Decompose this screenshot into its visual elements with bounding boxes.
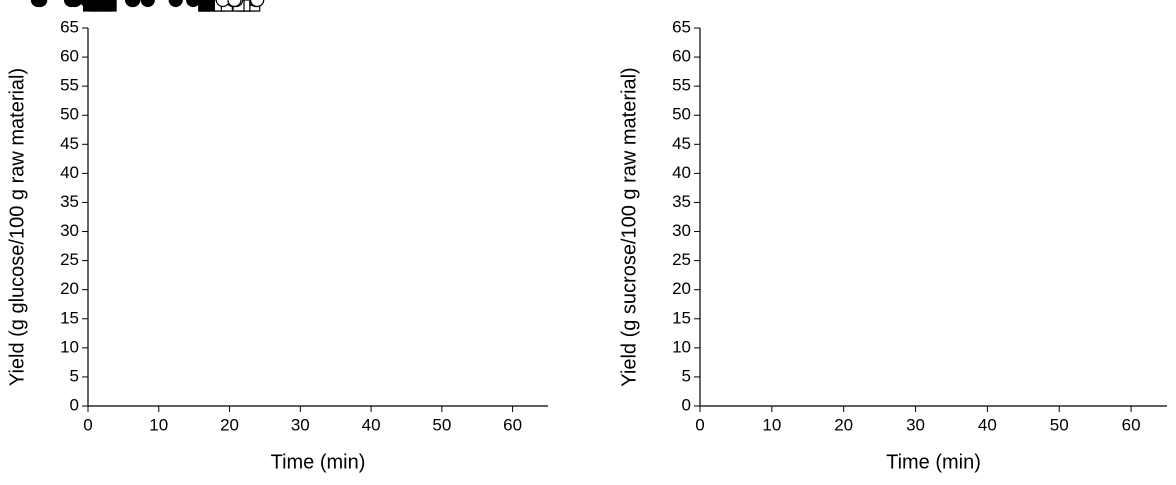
x-tick-label: 0 bbox=[83, 415, 92, 434]
point bbox=[82, 0, 96, 12]
y-tick-label: 55 bbox=[60, 76, 79, 95]
x-tick-label: 10 bbox=[762, 415, 781, 434]
point bbox=[140, 0, 155, 8]
x-tick-label: 30 bbox=[906, 415, 925, 434]
x-tick-label: 40 bbox=[362, 415, 381, 434]
point bbox=[30, 0, 45, 8]
y-tick-label: 60 bbox=[60, 47, 79, 66]
y-tick-label: 40 bbox=[672, 163, 691, 182]
point bbox=[68, 0, 83, 8]
y-tick-label: 65 bbox=[60, 17, 79, 36]
y-tick-label: 50 bbox=[60, 105, 79, 124]
point bbox=[168, 0, 183, 8]
y-tick-label: 30 bbox=[672, 221, 691, 240]
y-tick-label: 20 bbox=[60, 279, 79, 298]
x-tick-label: 60 bbox=[1122, 415, 1141, 434]
y-tick-label: 15 bbox=[672, 308, 691, 327]
point bbox=[126, 0, 141, 8]
y-axis-label: Yield (g sucrose/100 g raw material) bbox=[618, 67, 640, 386]
y-tick-label: 5 bbox=[682, 366, 691, 385]
y-tick-label: 65 bbox=[672, 17, 691, 36]
y-tick-label: 20 bbox=[672, 279, 691, 298]
y-tick-label: 50 bbox=[672, 105, 691, 124]
x-tick-label: 50 bbox=[432, 415, 451, 434]
y-tick-label: 40 bbox=[60, 163, 79, 182]
y-tick-label: 5 bbox=[70, 366, 79, 385]
point bbox=[186, 0, 201, 8]
y-tick-label: 30 bbox=[60, 221, 79, 240]
y-tick-label: 45 bbox=[672, 134, 691, 153]
x-tick-label: 40 bbox=[978, 415, 997, 434]
y-tick-label: 35 bbox=[60, 192, 79, 211]
x-tick-label: 50 bbox=[1050, 415, 1069, 434]
y-tick-label: 55 bbox=[672, 76, 691, 95]
y-tick-label: 35 bbox=[672, 192, 691, 211]
x-tick-label: 20 bbox=[220, 415, 239, 434]
y-tick-label: 0 bbox=[70, 395, 79, 414]
y-tick-label: 25 bbox=[60, 250, 79, 269]
point bbox=[227, 0, 242, 8]
y-tick-label: 45 bbox=[60, 134, 79, 153]
y-tick-label: 60 bbox=[672, 47, 691, 66]
x-tick-label: 60 bbox=[503, 415, 522, 434]
y-tick-label: 10 bbox=[672, 337, 691, 356]
y-tick-label: 15 bbox=[60, 308, 79, 327]
y-tick-label: 0 bbox=[682, 395, 691, 414]
y-tick-label: 10 bbox=[60, 337, 79, 356]
y-tick-label: 25 bbox=[672, 250, 691, 269]
x-tick-label: 20 bbox=[834, 415, 853, 434]
point bbox=[250, 0, 265, 8]
y-axis-label: Yield (g glucose/100 g raw material) bbox=[6, 68, 28, 386]
point bbox=[198, 0, 211, 12]
x-tick-label: 0 bbox=[695, 415, 704, 434]
x-tick-label: 30 bbox=[291, 415, 310, 434]
x-axis-label: Time (min) bbox=[886, 451, 981, 473]
x-axis-label: Time (min) bbox=[271, 451, 366, 473]
point bbox=[215, 0, 230, 8]
point bbox=[100, 0, 113, 12]
x-tick-label: 10 bbox=[149, 415, 168, 434]
